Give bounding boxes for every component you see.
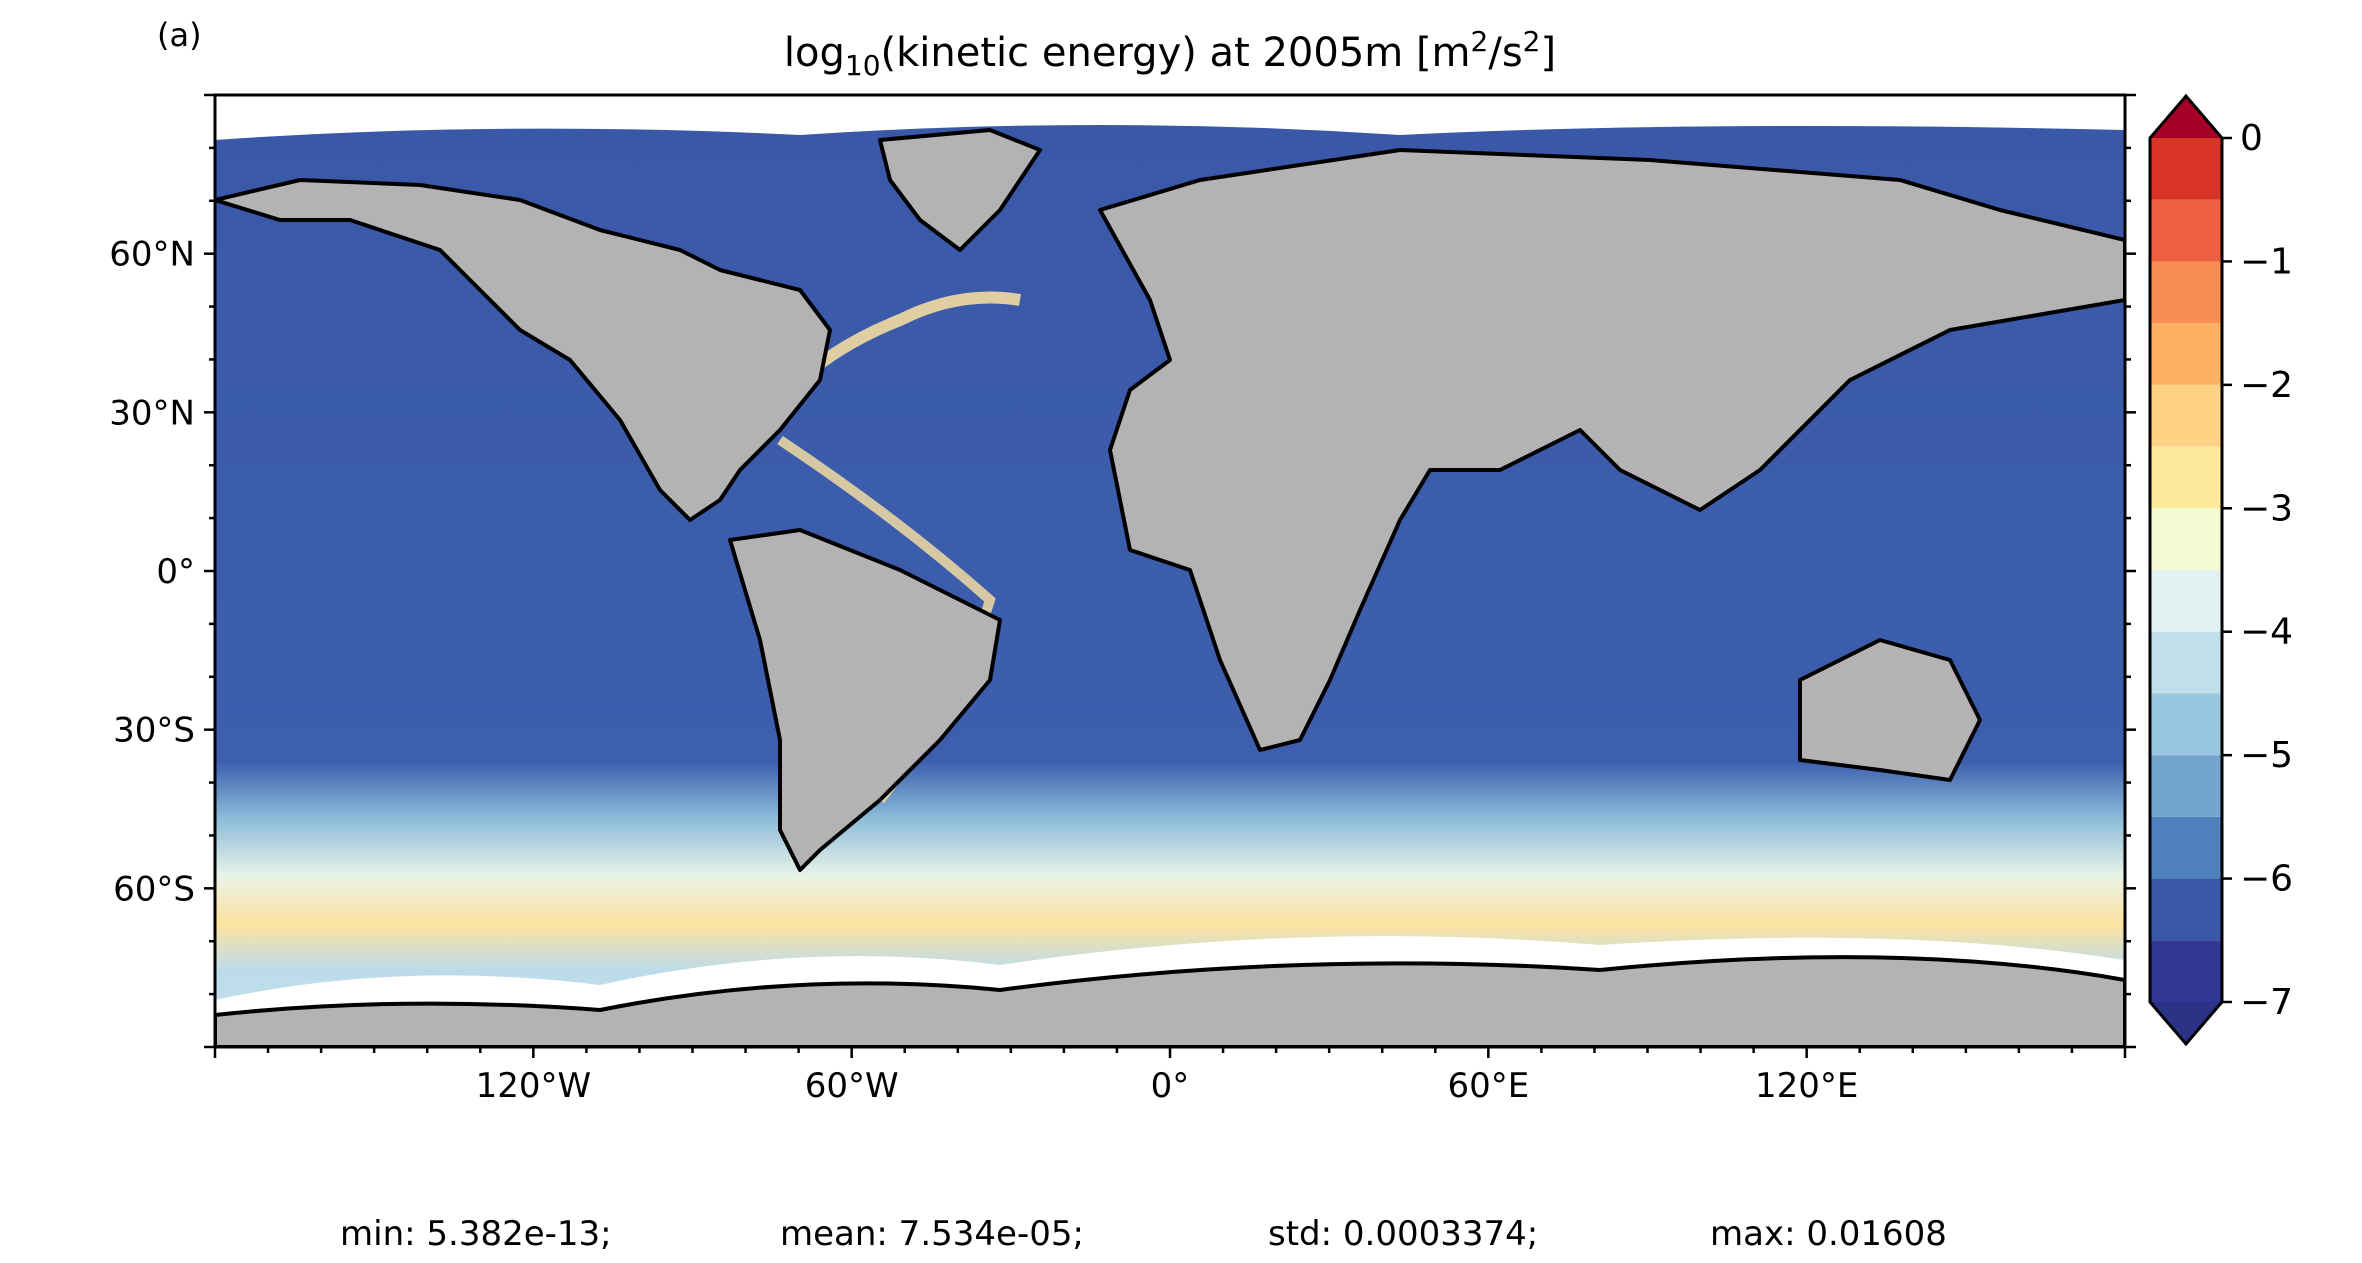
title-middle: (kinetic energy) at 2005m [m xyxy=(881,30,1471,76)
colorbar-tick-label: −7 xyxy=(2240,982,2293,1023)
australia-land xyxy=(1798,638,1982,782)
colorbar-segment xyxy=(2150,261,2222,324)
colorbar-segment xyxy=(2150,878,2222,941)
north-america-land xyxy=(215,178,832,522)
colorbar-tick-label: −2 xyxy=(2240,365,2293,406)
x-tick-label: 60°E xyxy=(1447,1066,1529,1106)
antarctica-land xyxy=(215,955,2125,1047)
colorbar-segment xyxy=(2150,384,2222,447)
land-masses xyxy=(215,128,2125,1047)
title-sup2: 2 xyxy=(1523,25,1541,58)
colorbar-segment xyxy=(2150,631,2222,694)
colorbar-segment xyxy=(2150,138,2222,200)
greenland-land xyxy=(878,128,1042,252)
y-tick-label: 30°S xyxy=(113,711,195,751)
title-sup1: 2 xyxy=(1471,25,1489,58)
colorbar-segment xyxy=(2150,940,2222,1002)
stats-mean: mean: 7.534e-05; xyxy=(780,1214,1084,1254)
x-tick-label: 0° xyxy=(1151,1066,1190,1106)
colorbar-over-triangle xyxy=(2150,96,2222,138)
colorbar-segment xyxy=(2150,693,2222,756)
y-tick-label: 60°N xyxy=(109,235,195,275)
colorbar-tick-label: −4 xyxy=(2240,612,2293,653)
y-tick-label: 30°N xyxy=(109,393,195,433)
title-prefix: log xyxy=(784,30,845,76)
colorbar-tick-label: −3 xyxy=(2240,488,2293,529)
x-tick-label: 120°E xyxy=(1755,1066,1858,1106)
colorbar-labels: 0 −1 −2 −3 −4 −5 −6 −7 xyxy=(2222,118,2293,1023)
title-subscript: 10 xyxy=(845,49,881,82)
africa-europe-asia-land xyxy=(1098,148,2125,752)
x-tick-labels: 120°W 60°W 0° 60°E 120°E xyxy=(476,1066,1859,1106)
colorbar-segment xyxy=(2150,446,2222,509)
y-tick-label: 0° xyxy=(156,552,195,592)
map-panel xyxy=(215,95,2125,1047)
map-title: log10(kinetic energy) at 2005m [m2/s2] xyxy=(784,25,1556,82)
colorbar xyxy=(2148,93,2224,1047)
colorbar-tick-label: −1 xyxy=(2240,241,2293,282)
colorbar-segment xyxy=(2150,323,2222,385)
colorbar-segment xyxy=(2150,199,2222,262)
south-america-land xyxy=(728,528,1002,872)
colorbar-tick-label: −5 xyxy=(2240,735,2293,776)
colorbar-segment xyxy=(2150,755,2222,817)
stats-max: max: 0.01608 xyxy=(1710,1214,1947,1254)
colorbar-under-triangle xyxy=(2150,1002,2222,1044)
panel-label: (a) xyxy=(157,16,202,54)
y-tick-labels: 60°N 30°N 0° 30°S 60°S xyxy=(109,235,195,910)
stats-std: std: 0.0003374; xyxy=(1268,1214,1538,1254)
colorbar-segment xyxy=(2150,816,2222,879)
stats-min: min: 5.382e-13; xyxy=(340,1214,612,1254)
colorbar-segment xyxy=(2150,508,2222,570)
title-slash: /s xyxy=(1488,30,1522,76)
y-tick-label: 60°S xyxy=(113,869,195,909)
x-tick-label: 120°W xyxy=(476,1066,592,1106)
colorbar-tick-label: −6 xyxy=(2240,859,2293,900)
title-suffix: ] xyxy=(1541,30,1557,76)
axis-ticks xyxy=(204,93,2136,1058)
colorbar-tick-label: 0 xyxy=(2240,118,2263,159)
colorbar-segment xyxy=(2150,570,2222,632)
stats-line: min: 5.382e-13; mean: 7.534e-05; std: 0.… xyxy=(340,1214,1947,1254)
x-tick-label: 60°W xyxy=(805,1066,899,1106)
